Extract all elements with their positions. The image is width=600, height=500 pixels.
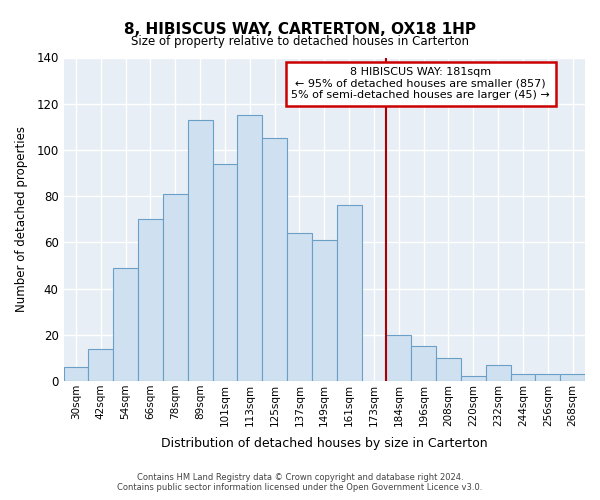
Text: Size of property relative to detached houses in Carterton: Size of property relative to detached ho… (131, 35, 469, 48)
Text: 8 HIBISCUS WAY: 181sqm
← 95% of detached houses are smaller (857)
5% of semi-det: 8 HIBISCUS WAY: 181sqm ← 95% of detached… (292, 67, 550, 100)
Bar (212, 164, 238, 381)
Bar (436, 358, 461, 381)
Bar (113, 268, 138, 381)
Bar (238, 116, 262, 381)
Bar (64, 367, 88, 381)
Bar (461, 376, 485, 381)
Bar (188, 120, 212, 381)
Y-axis label: Number of detached properties: Number of detached properties (15, 126, 28, 312)
Bar (312, 240, 337, 381)
Bar (88, 348, 113, 381)
X-axis label: Distribution of detached houses by size in Carterton: Distribution of detached houses by size … (161, 437, 488, 450)
Bar (386, 335, 411, 381)
Bar (262, 138, 287, 381)
Bar (485, 365, 511, 381)
Bar (560, 374, 585, 381)
Text: 8, HIBISCUS WAY, CARTERTON, OX18 1HP: 8, HIBISCUS WAY, CARTERTON, OX18 1HP (124, 22, 476, 38)
Bar (411, 346, 436, 381)
Bar (287, 233, 312, 381)
Bar (511, 374, 535, 381)
Bar (163, 194, 188, 381)
Bar (535, 374, 560, 381)
Text: Contains HM Land Registry data © Crown copyright and database right 2024.
Contai: Contains HM Land Registry data © Crown c… (118, 473, 482, 492)
Bar (138, 219, 163, 381)
Bar (337, 206, 362, 381)
